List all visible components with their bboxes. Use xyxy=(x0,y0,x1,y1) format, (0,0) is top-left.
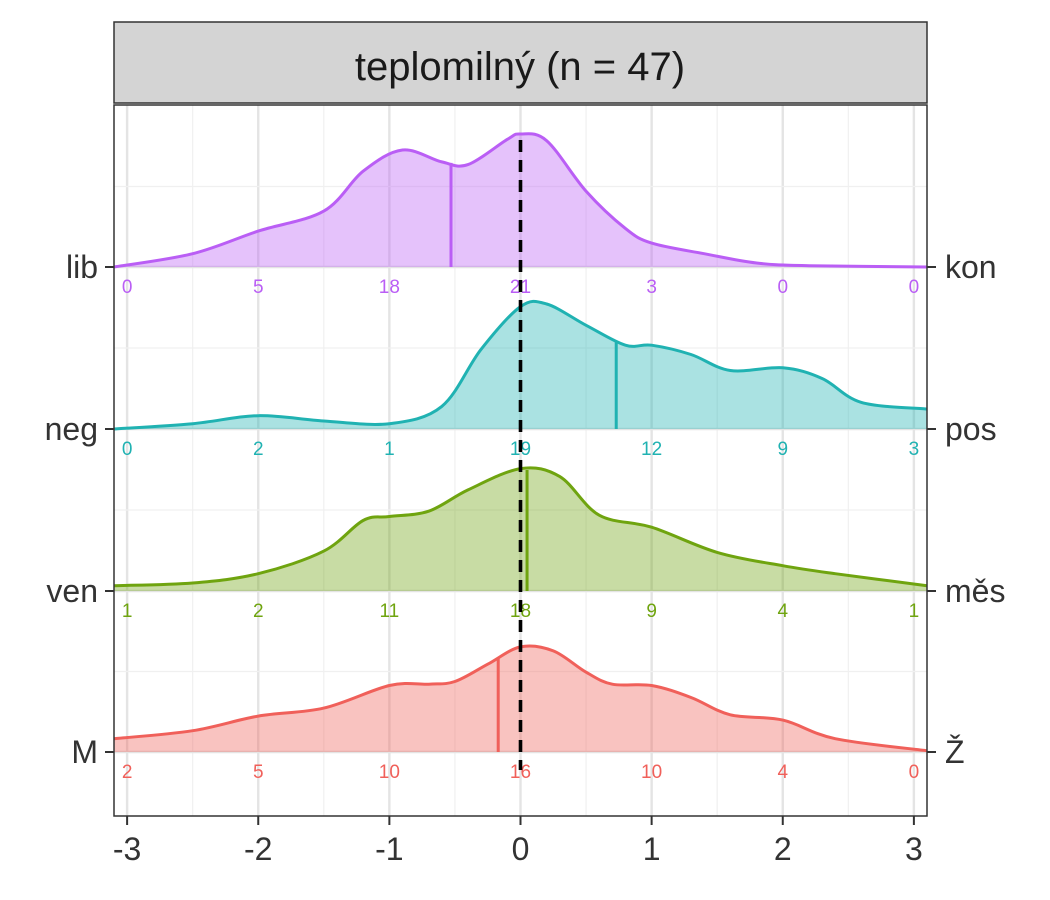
ridge-outline-lib xyxy=(113,132,928,269)
right-group-label: měs xyxy=(945,573,1005,609)
right-group-label: Ž xyxy=(945,734,965,770)
count-label: 2 xyxy=(253,601,264,622)
count-label: 4 xyxy=(777,601,788,622)
count-label: 9 xyxy=(777,439,788,460)
left-group-label: M xyxy=(71,734,98,770)
x-tick-label: -2 xyxy=(244,831,272,867)
ridge-outline-M xyxy=(113,644,928,753)
count-label: 0 xyxy=(122,439,133,460)
ridge-outline-neg xyxy=(113,299,928,431)
x-tick-label: -1 xyxy=(375,831,403,867)
count-label: 10 xyxy=(641,762,662,783)
count-label: 16 xyxy=(510,762,531,783)
count-label: 9 xyxy=(646,601,657,622)
count-label: 0 xyxy=(909,277,920,298)
count-label: 2 xyxy=(122,762,133,783)
chart-title: teplomilný (n = 47) xyxy=(355,45,685,89)
count-label: 1 xyxy=(909,601,920,622)
count-label: 18 xyxy=(379,277,400,298)
strip-header xyxy=(113,21,928,104)
count-label: 1 xyxy=(384,439,395,460)
count-label: 0 xyxy=(777,277,788,298)
left-group-label: neg xyxy=(45,411,98,447)
x-tick-label: 0 xyxy=(512,831,530,867)
count-label: 3 xyxy=(909,439,920,460)
count-label: 0 xyxy=(909,762,920,783)
count-label: 10 xyxy=(379,762,400,783)
x-tick-label: 1 xyxy=(643,831,661,867)
count-label: 5 xyxy=(253,277,264,298)
count-label: 5 xyxy=(253,762,264,783)
ridge-area-M xyxy=(114,645,927,752)
ridge-M: 2 5 10 16 10 4 0 xyxy=(113,644,928,783)
count-label: 12 xyxy=(641,439,662,460)
x-tick-label: 2 xyxy=(774,831,792,867)
count-label: 3 xyxy=(646,277,657,298)
count-label: 2 xyxy=(253,439,264,460)
left-group-label: lib xyxy=(66,249,98,285)
count-label: 4 xyxy=(777,762,788,783)
count-label: 0 xyxy=(122,277,133,298)
right-group-label: pos xyxy=(945,411,997,447)
left-group-label: ven xyxy=(46,573,98,609)
ridge-outline-ven xyxy=(113,466,928,588)
count-label: 11 xyxy=(380,601,400,622)
count-label: 1 xyxy=(122,601,133,622)
right-group-label: kon xyxy=(945,249,997,285)
x-tick-label: 3 xyxy=(905,831,923,867)
x-tick-label: -3 xyxy=(113,831,141,867)
